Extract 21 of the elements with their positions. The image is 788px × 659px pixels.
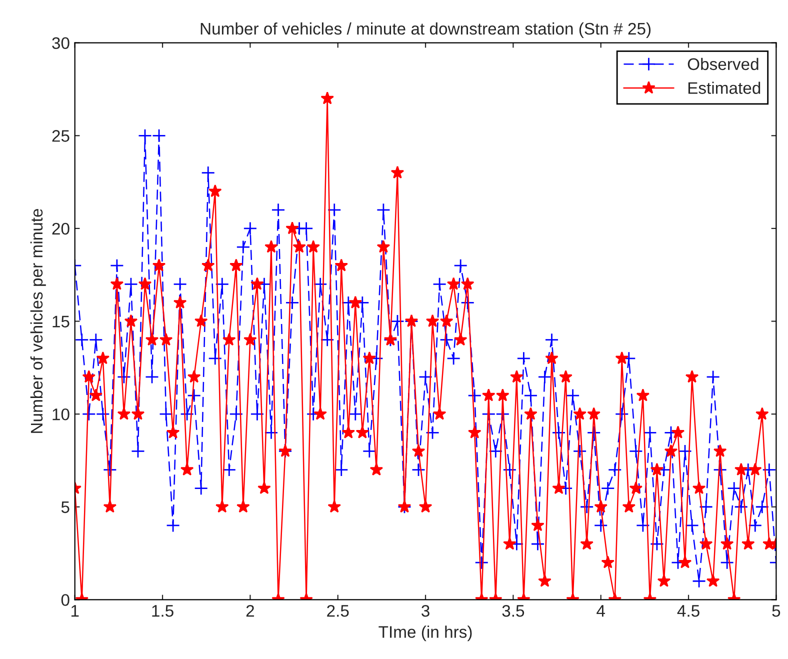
x-tick-label: 4 [596, 605, 605, 617]
x-tick-label: 2 [246, 604, 254, 617]
y-tick-label: 25 [52, 130, 70, 142]
chart-title: Number of vehicles / minute at downstream station (Stn # 25) [200, 22, 651, 38]
y-tick-label: 10 [52, 408, 70, 420]
legend-label: Estimated [688, 82, 760, 94]
y-tick-label: 15 [52, 316, 70, 328]
x-tick-label: 3 [422, 604, 430, 617]
y-tick-label: 0 [61, 594, 70, 606]
y-tick-label: 30 [52, 37, 70, 50]
x-tick-label: 4.5 [677, 605, 700, 617]
x-tick-label: 5 [772, 605, 780, 617]
x-tick-label: 3.5 [502, 604, 524, 617]
legend-label: Observed [688, 58, 758, 70]
x-tick-label: 2.5 [327, 604, 349, 617]
y-tick-label: 5 [61, 501, 70, 514]
x-tick-label: 1 [71, 605, 79, 617]
x-tick-label: 1.5 [152, 605, 174, 617]
y-axis-title: Number of vehicles per minute [30, 208, 46, 433]
y-tick-label: 20 [52, 222, 70, 235]
x-axis-title: TIme (in hrs) [378, 626, 472, 642]
